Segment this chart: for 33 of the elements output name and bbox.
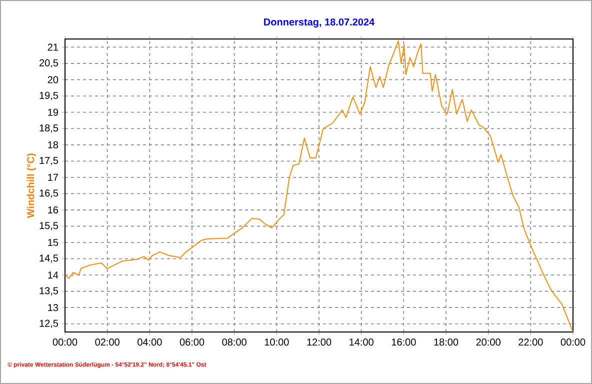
x-tick-label: 02:00: [95, 338, 120, 346]
x-tick-label: 12:00: [307, 338, 332, 346]
x-tick-label: 00:00: [560, 338, 586, 346]
y-tick-label: 16,5: [40, 190, 58, 198]
y-tick-label: 17,5: [40, 157, 58, 166]
y-tick-label: 20,5: [40, 59, 58, 68]
x-tick-label: 00:00: [52, 338, 78, 346]
y-tick-label: 19: [48, 108, 58, 116]
x-tick-label: 20:00: [476, 338, 500, 346]
y-tick-label: 18: [48, 141, 58, 148]
y-tick-label: 17: [48, 174, 58, 181]
x-tick-label: 18:00: [434, 338, 458, 346]
x-tick-label: 16:00: [392, 338, 416, 346]
x-tick-label: 10:00: [264, 338, 289, 346]
y-tick-label: 13,5: [40, 287, 58, 296]
x-tick-label: 06:00: [180, 338, 204, 346]
y-tick-label: 15: [48, 238, 58, 246]
y-tick-label: 19,5: [40, 92, 58, 100]
y-tick-label: 21: [48, 44, 58, 51]
y-tick-label: 18,5: [40, 124, 58, 133]
y-tick-label: 16: [48, 206, 58, 214]
x-tick-label: 14:00: [350, 338, 374, 346]
y-tick-label: 12,5: [40, 320, 58, 328]
x-tick-label: 22:00: [518, 338, 543, 346]
y-tick-label: 20: [48, 76, 58, 84]
chart-title: Donnerstag, 18.07.2024: [264, 18, 375, 28]
y-axis-title: Windchill (°C): [26, 153, 36, 218]
x-tick-label: 04:00: [138, 338, 162, 346]
y-tick-label: 14,5: [40, 254, 58, 263]
y-tick-label: 14: [48, 272, 58, 278]
x-tick-label: 08:00: [222, 338, 246, 346]
y-tick-label: 15,5: [40, 222, 58, 230]
y-tick-label: 13: [48, 304, 58, 312]
